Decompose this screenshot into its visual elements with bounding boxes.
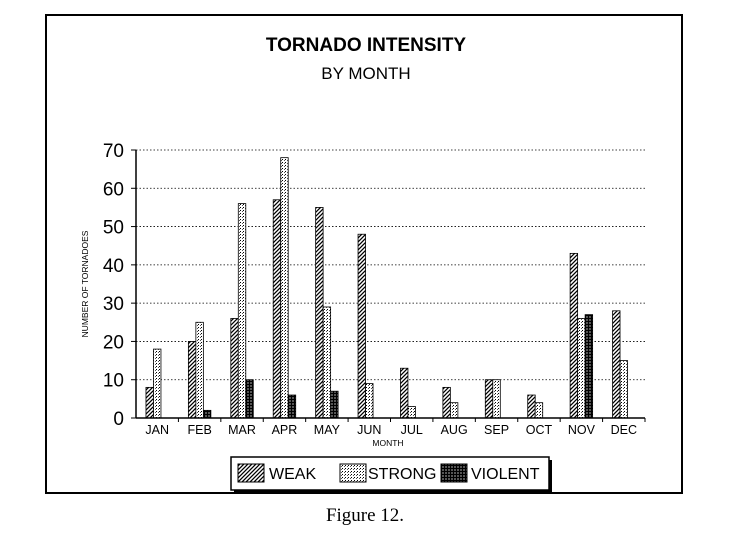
y-tick-label: 0 bbox=[113, 409, 124, 430]
bar-strong-oct bbox=[534, 402, 544, 419]
x-tick-label: AUG bbox=[441, 423, 468, 437]
bar-violent-may bbox=[330, 390, 339, 419]
y-tick-label: 60 bbox=[103, 179, 124, 200]
y-tick-label: 40 bbox=[103, 256, 124, 277]
legend-swatch-violent bbox=[440, 463, 468, 483]
legend-swatch-strong bbox=[339, 463, 367, 483]
bars bbox=[145, 157, 628, 419]
y-tick-label: 70 bbox=[103, 141, 124, 162]
bar-strong-sep bbox=[492, 379, 501, 419]
x-tick-label: DEC bbox=[611, 423, 637, 437]
x-tick-label: JUL bbox=[401, 423, 423, 437]
bar-strong-apr bbox=[280, 157, 289, 419]
y-axis-ticks: 0 10 20 30 40 50 60 70 bbox=[103, 141, 136, 430]
bar-strong-mar bbox=[237, 203, 247, 419]
x-tick-label: SEP bbox=[484, 423, 509, 437]
bar-violent-apr bbox=[287, 394, 297, 419]
bar-weak-mar bbox=[230, 318, 239, 419]
gridlines bbox=[136, 149, 645, 381]
legend: WEAK STRONG VIOLENT bbox=[230, 456, 552, 493]
bar-strong-aug bbox=[449, 402, 459, 419]
legend-label-strong: STRONG bbox=[368, 466, 436, 483]
bar-weak-nov bbox=[569, 252, 579, 419]
y-tick-label: 50 bbox=[103, 218, 124, 239]
x-tick-label: FEB bbox=[187, 423, 211, 437]
legend-box bbox=[230, 456, 550, 491]
bar-weak-aug bbox=[442, 386, 451, 419]
bar-strong-nov bbox=[577, 318, 586, 419]
x-tick-label: JUN bbox=[357, 423, 381, 437]
bar-strong-jul bbox=[407, 406, 416, 419]
bar-strong-jan bbox=[153, 348, 162, 419]
x-tick-label: APR bbox=[272, 423, 298, 437]
y-tick-label: 20 bbox=[103, 332, 124, 353]
x-tick-label: OCT bbox=[526, 423, 553, 437]
bar-weak-jul bbox=[400, 367, 409, 419]
bar-violent-nov bbox=[584, 314, 594, 419]
x-tick-label: NOV bbox=[568, 423, 596, 437]
legend-shadow-bottom bbox=[234, 490, 552, 493]
figure-caption: Figure 12. bbox=[325, 505, 405, 526]
bar-weak-oct bbox=[527, 394, 536, 419]
x-tick-label: MAY bbox=[314, 423, 341, 437]
bar-strong-may bbox=[322, 306, 332, 419]
bar-strong-feb bbox=[195, 321, 204, 419]
bar-violent-mar bbox=[245, 379, 254, 419]
y-tick-label: 10 bbox=[103, 371, 124, 392]
bar-strong-jun bbox=[365, 383, 374, 419]
tornado-intensity-chart: TORNADO INTENSITY BY MONTH 0 10 20 30 40 50 60… bbox=[80, 35, 646, 493]
legend-swatch-weak bbox=[237, 463, 265, 483]
bar-weak-dec bbox=[612, 310, 621, 419]
x-axis-ticks: JAN FEB MAR APR MAY JUN JUL AUG SEP OCT NOV DEC bbox=[145, 418, 646, 437]
bar-weak-apr bbox=[272, 199, 282, 419]
y-tick-label: 30 bbox=[103, 294, 124, 315]
bar-weak-jan bbox=[145, 386, 154, 419]
legend-label-violent: VIOLENT bbox=[471, 466, 540, 483]
x-axis-label: MONTH bbox=[372, 438, 403, 448]
x-tick-label: JAN bbox=[145, 423, 169, 437]
legend-shadow-right bbox=[549, 460, 552, 493]
bar-violent-feb bbox=[202, 409, 212, 419]
chart-subtitle: BY MONTH bbox=[321, 64, 410, 83]
chart-title: TORNADO INTENSITY bbox=[266, 35, 467, 56]
y-axis-label: NUMBER OF TORNADOES bbox=[80, 230, 90, 337]
bar-weak-jun bbox=[357, 233, 366, 419]
legend-label-weak: WEAK bbox=[269, 466, 316, 483]
bar-strong-dec bbox=[619, 360, 628, 419]
bar-weak-sep bbox=[484, 379, 494, 419]
x-tick-label: MAR bbox=[228, 423, 256, 437]
bar-weak-may bbox=[315, 207, 324, 419]
bar-weak-feb bbox=[187, 341, 197, 419]
